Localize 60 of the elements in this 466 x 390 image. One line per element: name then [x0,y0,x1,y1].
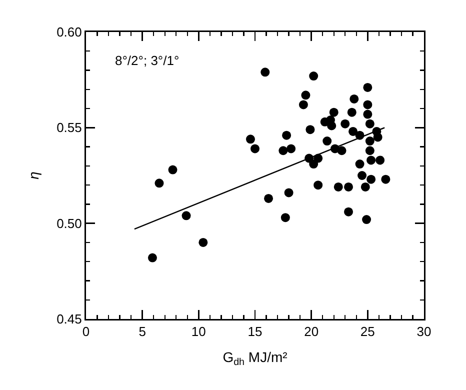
point [350,94,359,104]
point [309,160,318,169]
point [365,146,374,156]
y-tick-label: 0.50 [56,216,82,231]
point [363,100,372,110]
x-tick-label: 0 [82,324,90,340]
point [365,119,374,128]
point [264,194,274,203]
point [363,110,372,119]
point [260,68,270,77]
point [306,125,315,134]
point [344,207,354,216]
y-tick-label: 0.55 [56,120,82,136]
point [282,130,292,140]
point [286,144,296,154]
point [301,90,310,100]
point [381,174,390,184]
point [334,182,343,192]
point [365,136,374,146]
x-tick-label: 5 [138,324,146,340]
point [376,156,385,165]
point [298,100,308,110]
point [198,238,208,247]
point [327,121,336,130]
point [322,136,332,146]
point [348,126,358,136]
point [358,171,367,180]
point [284,188,294,198]
point [309,72,318,81]
x-tick-label: 15 [248,324,262,340]
point [182,211,191,220]
point [329,108,338,117]
point [246,134,255,144]
point [355,160,364,169]
point [278,146,288,156]
x-tick-label: 10 [191,324,206,340]
x-tick-label: 30 [416,324,432,340]
y-axis-title: η [25,171,42,180]
point [250,144,260,154]
x-tick-label: 20 [304,324,319,340]
point [347,108,356,117]
point [340,119,350,128]
point [366,156,376,165]
point [373,132,382,142]
point [168,165,178,174]
point [360,182,370,192]
y-tick-label: 0.45 [56,312,82,327]
point [363,82,372,92]
x-tick-label: 25 [360,324,375,340]
annotation: 8°/2°; 3°/1° [115,53,180,68]
point [154,178,164,188]
point [280,213,290,222]
point [362,215,372,224]
point [314,180,323,190]
point [366,174,376,184]
x-axis-title: G$_{dh}$ MJ/m² [222,349,288,368]
y-tick-label: 0.60 [56,24,82,40]
point [337,146,346,156]
point [148,253,157,262]
point [344,182,354,192]
